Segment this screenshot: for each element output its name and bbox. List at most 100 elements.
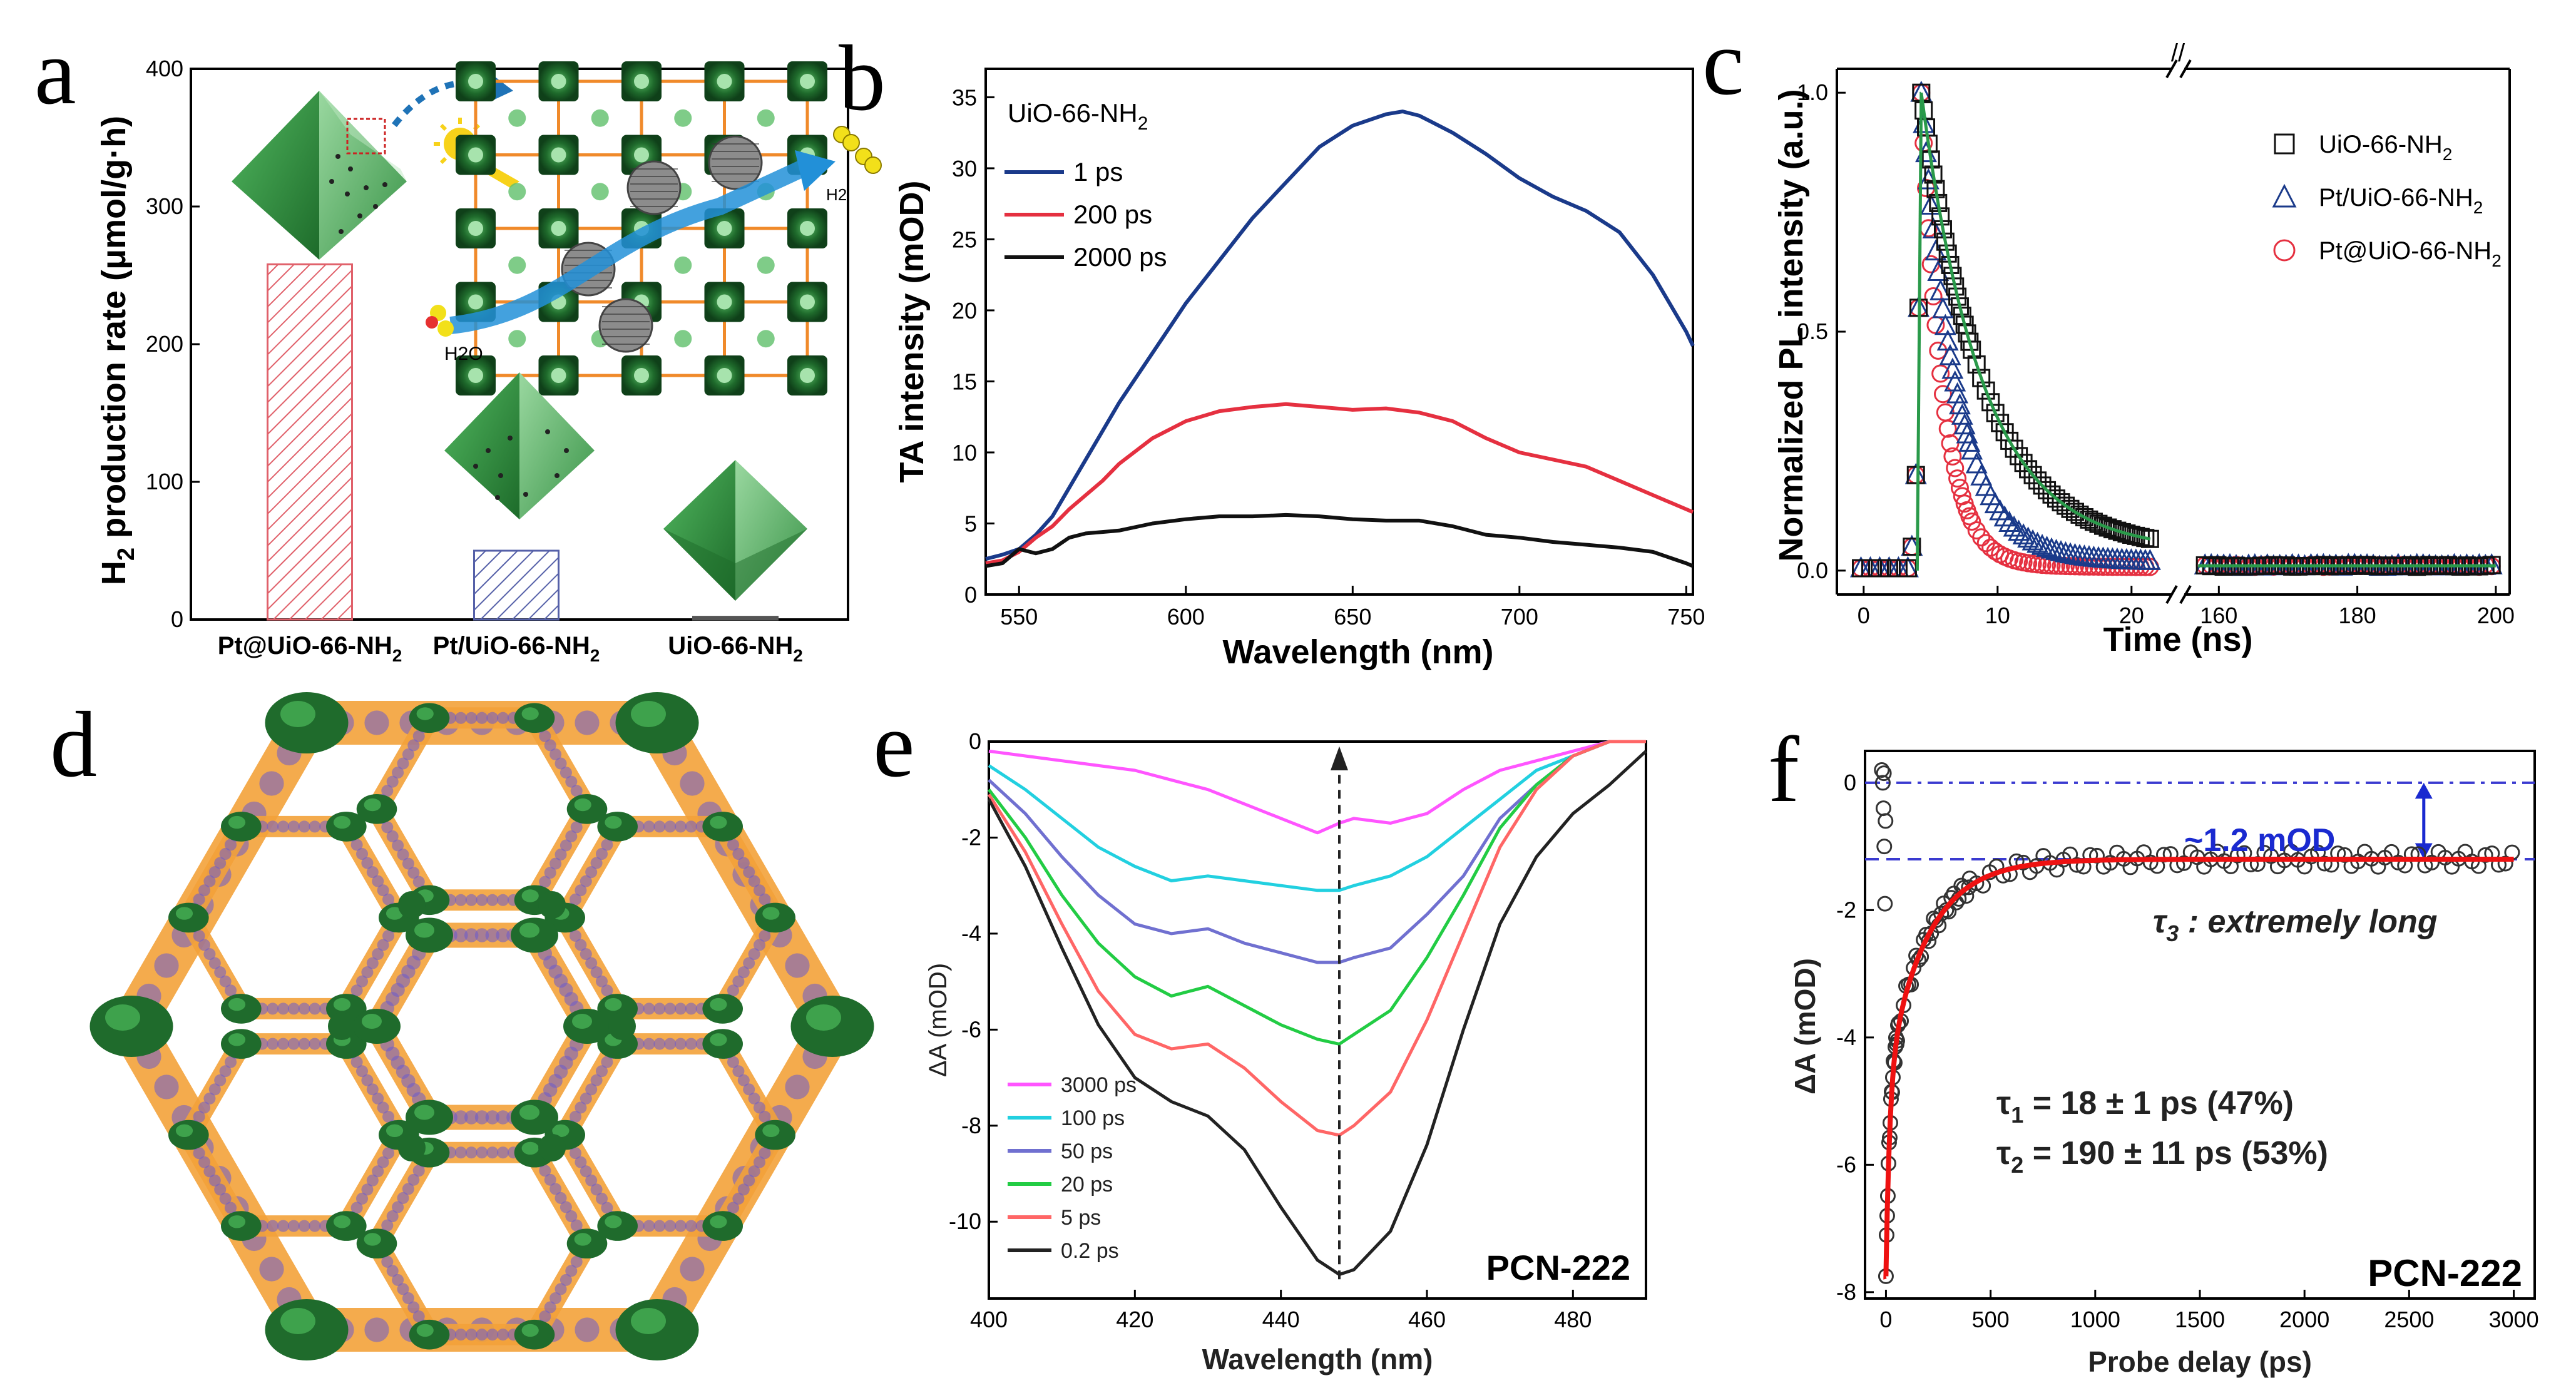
panel-b-legend: 1 ps 200 ps 2000 ps [1004, 157, 1167, 272]
panel-a-category-label: UiO-66-NH2 [668, 632, 803, 665]
figure-canvas: a b c d e f 0100200300400 Pt@UiO-66-NH2 P… [0, 0, 2576, 1393]
panel-c-x-tick-label: 180 [2339, 603, 2376, 628]
panel-c-x-axis-label: Time (ns) [2103, 621, 2252, 658]
panel-f-x-tick-label: 2500 [2384, 1307, 2434, 1332]
panel-f-x-tick-label: 500 [1972, 1307, 2010, 1332]
panel-b-y-tick-label: 35 [952, 84, 977, 110]
panel-b-y-axis-label: TA intensity (mOD) [893, 181, 931, 483]
panel-f-x-tick-label: 1500 [2175, 1307, 2225, 1332]
panel-f-data-point [1879, 814, 1893, 828]
panel-f-y-axis-label: ΔA (mOD) [1789, 958, 1821, 1094]
panel-f-tau1-label: τ1 = 18 ± 1 ps (47%) [1996, 1085, 2294, 1128]
panel-f-data-point [1878, 840, 1891, 854]
panel-f-y-tick-label: -4 [1836, 1024, 1856, 1050]
panel-f-data-point [1876, 802, 1890, 815]
panel-f-scatter-chart: 0 500 1000 1500 2000 2500 30000-2-4-6-8 ~1.2 m… [1789, 751, 2539, 1378]
h2-icon: H2 [826, 126, 881, 204]
panel-b-title: UiO-66-NH2 [1008, 98, 1148, 134]
panel-e-y-axis-label: ΔA (mOD) [924, 963, 952, 1077]
panel-c-x-tick-label: 0 [1858, 603, 1870, 628]
panel-e-y-tick-label: -2 [961, 824, 981, 850]
panel-letter-b: b [839, 26, 886, 130]
panel-b-legend-label: 1 ps [1073, 157, 1123, 186]
panel-c-legend-marker [2275, 135, 2294, 153]
panel-c-y-axis-label: Normalized PL intensity (a.u.) [1772, 89, 1810, 561]
panel-f-offset-arrowhead-top [2415, 783, 2433, 799]
panel-b-x-tick-label: 650 [1334, 604, 1371, 630]
panel-letter-d: d [50, 693, 97, 797]
panel-b-x-tick-label: 750 [1667, 604, 1705, 630]
panel-f-y-tick-label: -2 [1836, 897, 1856, 922]
panel-b-y-tick-label: 30 [952, 156, 977, 181]
panel-f-y-tick-label: 0 [1844, 770, 1856, 795]
panel-letter-c: c [1702, 11, 1744, 115]
panel-e-trend-arrowhead [1331, 747, 1348, 770]
panel-b-y-tick-label: 15 [952, 369, 977, 394]
panel-e-legend-label: 100 ps [1061, 1106, 1125, 1130]
panel-e-x-tick-label: 480 [1554, 1307, 1592, 1332]
panel-e-legend: 3000 ps 100 ps 50 ps 20 ps 5 ps 0.2 ps [1008, 1073, 1137, 1263]
panel-a-bar [268, 264, 352, 620]
panel-c-legend-marker [2274, 186, 2295, 207]
panel-b-y-tick-label: 20 [952, 298, 977, 324]
panel-e-y-tick-label: -8 [961, 1113, 981, 1138]
panel-c-axis-break-label: // [2171, 39, 2185, 67]
panel-c-scatter-chart: 0.0 0.5 1.0 0 10 20 160 180 200 // UiO-66-NH2 Pt/U… [1772, 39, 2515, 658]
panel-b-y-tick-label: 10 [952, 440, 977, 466]
panel-e-x-tick-label: 460 [1408, 1307, 1446, 1332]
panel-b-plot-frame [986, 69, 1693, 594]
panel-c-data-point [1947, 460, 1963, 476]
panel-f-x-tick-label: 1000 [2070, 1307, 2120, 1332]
panel-e-y-tick-label: -4 [961, 921, 981, 946]
panel-e-legend-label: 5 ps [1061, 1206, 1101, 1230]
h2o-label: H2O [444, 344, 483, 364]
panel-letter-a: a [34, 20, 76, 124]
panel-f-y-tick-label: -8 [1836, 1279, 1856, 1305]
panel-a-category-label: Pt/UiO-66-NH2 [433, 632, 600, 665]
panel-f-y-tick-label: -6 [1836, 1151, 1856, 1177]
h2-label: H2 [826, 185, 847, 204]
octahedron-icon [232, 91, 407, 260]
panel-c-x-tick-label: 200 [2477, 603, 2515, 628]
panel-b-y-tick-label: 25 [952, 227, 977, 252]
panel-letter-f: f [1768, 718, 1799, 822]
panel-f-data-point [1878, 897, 1892, 911]
panel-a-category-label: Pt@UiO-66-NH2 [218, 632, 402, 665]
panel-b-x-tick-label: 550 [1000, 604, 1038, 630]
panel-c-legend-label: UiO-66-NH2 [2319, 131, 2452, 164]
panel-b-y-tick-label: 0 [964, 582, 977, 608]
octahedron-plain-icon [663, 460, 807, 601]
panel-a-y-axis-label: H2 production rate (μmol/g·h) [95, 116, 140, 585]
panel-f-tau3-label: τ3 : extremely long [2153, 904, 2438, 946]
panel-b-y-tick-label: 5 [964, 511, 977, 536]
mof-hexagonal-framework-icon [90, 692, 874, 1360]
panel-b-legend-label: 200 ps [1073, 200, 1152, 229]
panel-b-x-tick-label: 600 [1167, 604, 1205, 630]
panel-a-y-tick-label: 200 [146, 331, 183, 357]
panel-a-y-tick-label: 100 [146, 469, 183, 494]
panel-a-y-tick-label: 0 [171, 606, 183, 632]
panel-b-legend-label: 2000 ps [1073, 242, 1167, 272]
panel-f-x-tick-label: 3000 [2489, 1307, 2539, 1332]
panel-e-y-tick-label: -10 [949, 1208, 981, 1234]
panel-e-x-axis-label: Wavelength (nm) [1202, 1343, 1433, 1375]
panel-b-line-chart: 550 600 650 700 75005101520253035 UiO-66-NH2… [893, 69, 1705, 671]
panel-e-legend-label: 0.2 ps [1061, 1239, 1119, 1263]
panel-e-line-chart: 400 420 440 460 480 0 -2 -4 -6 -8 -10 3000 ps 100 p… [924, 728, 1646, 1375]
panel-e-legend-label: 50 ps [1061, 1140, 1113, 1163]
panel-f-x-tick-label: 2000 [2279, 1307, 2329, 1332]
panel-e-y-tick-label: 0 [969, 728, 981, 754]
panel-c-legend-label: Pt@UiO-66-NH2 [2319, 237, 2502, 270]
panel-f-tau2-label: τ2 = 190 ± 11 ps (53%) [1996, 1135, 2328, 1178]
panel-e-annotation: PCN-222 [1486, 1248, 1630, 1287]
panel-c-legend-marker [2274, 240, 2294, 260]
panel-a-bar [474, 551, 559, 620]
panel-c-x-tick-label: 10 [1985, 603, 2010, 628]
panel-f-x-axis-label: Probe delay (ps) [2088, 1345, 2312, 1378]
panel-e-x-tick-label: 440 [1262, 1307, 1300, 1332]
panel-a-y-tick-label: 400 [146, 56, 183, 81]
panel-letter-e: e [873, 693, 915, 797]
panel-b-series-line [986, 515, 1693, 566]
panel-c-legend: UiO-66-NH2Pt/UiO-66-NH2Pt@UiO-66-NH2 [2274, 131, 2502, 270]
panel-a-y-tick-label: 300 [146, 193, 183, 219]
